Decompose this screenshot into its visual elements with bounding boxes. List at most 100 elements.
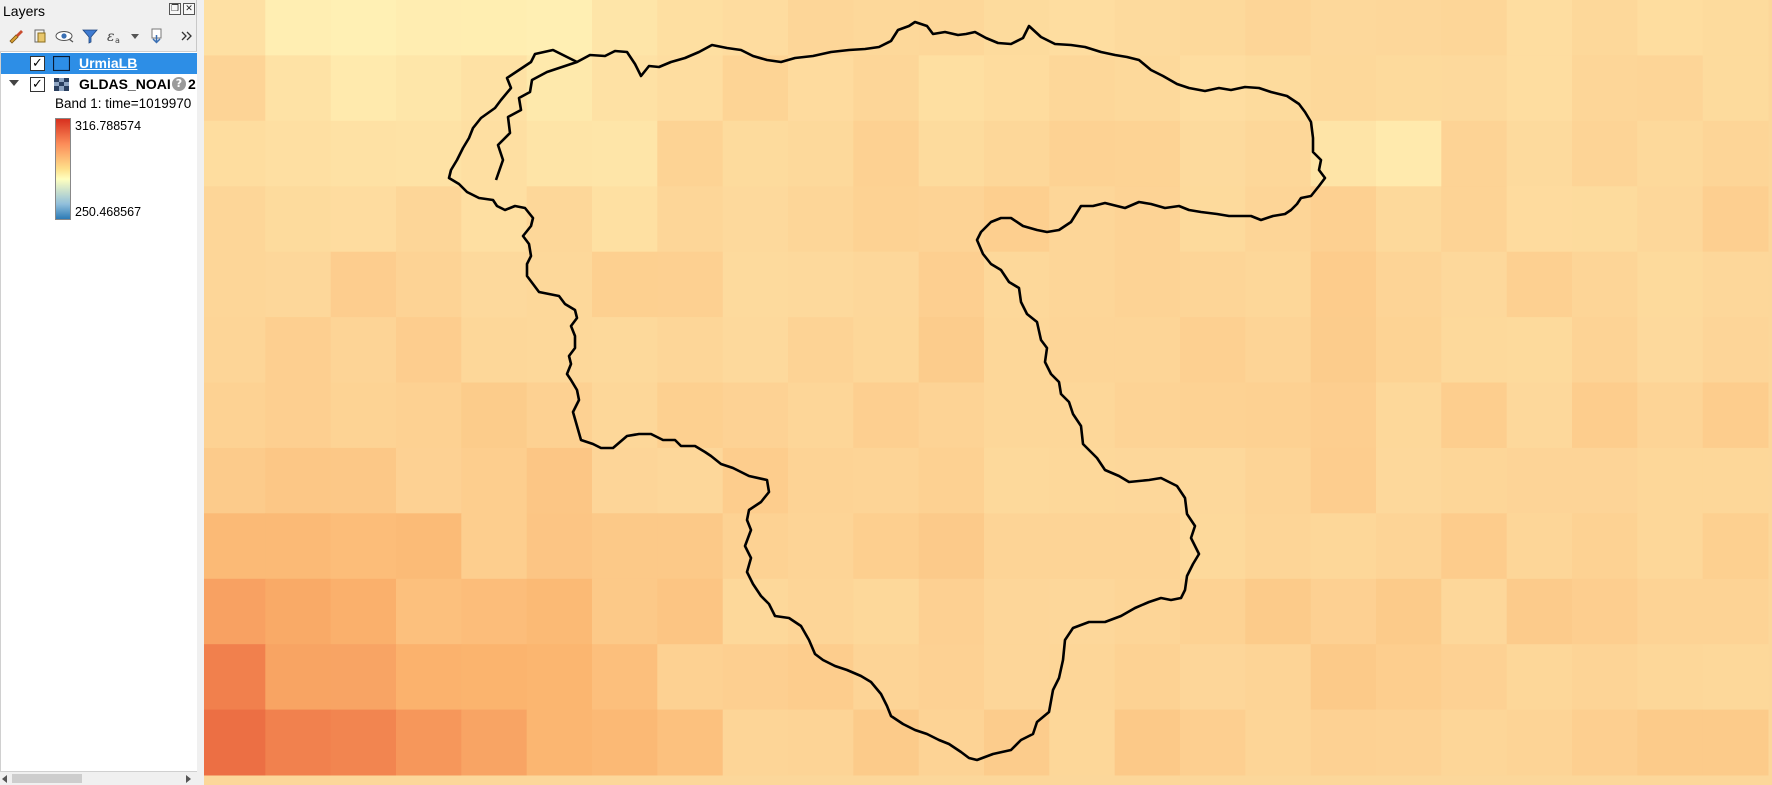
map-canvas[interactable] — [204, 0, 1772, 785]
raster-cell — [1637, 447, 1704, 514]
add-group-icon[interactable] — [29, 25, 51, 47]
scrollbar-thumb[interactable] — [12, 774, 82, 783]
raster-cell — [1376, 0, 1442, 56]
filter-icon[interactable] — [79, 25, 101, 47]
raster-cell — [461, 317, 528, 383]
raster-cell — [1049, 447, 1116, 514]
raster-cell — [853, 447, 920, 514]
raster-cell — [1441, 120, 1508, 187]
layer-name-suffix: 2 — [188, 76, 196, 92]
raster-cell — [1572, 0, 1638, 56]
raster-cell — [592, 644, 658, 711]
raster-cell — [1702, 186, 1769, 253]
collapse-expand-icon[interactable] — [146, 25, 168, 47]
scroll-left-arrow-icon[interactable] — [2, 775, 7, 783]
raster-cell — [204, 55, 266, 122]
raster-cell — [1637, 382, 1704, 449]
raster-cell — [722, 317, 789, 383]
layer-visibility-checkbox[interactable]: ✓ — [30, 77, 45, 92]
layer-row-gldas[interactable]: ✓ GLDAS_NOAI ? 2 — [1, 74, 197, 95]
close-panel-icon[interactable]: ✕ — [183, 3, 195, 15]
style-brush-icon[interactable] — [5, 25, 27, 47]
raster-cell — [1441, 644, 1508, 711]
raster-cell — [1637, 0, 1704, 56]
raster-cell — [396, 578, 462, 645]
raster-cell — [722, 0, 789, 56]
more-chevron-icon[interactable] — [176, 25, 198, 47]
raster-cell — [1245, 120, 1312, 187]
raster-cell — [330, 186, 397, 253]
raster-cell — [918, 644, 985, 711]
raster-cell — [1441, 55, 1508, 122]
raster-cell — [1506, 55, 1573, 122]
layer-name: UrmiaLB — [79, 55, 138, 71]
help-question-icon[interactable]: ? — [172, 77, 186, 91]
raster-cell — [1245, 317, 1312, 383]
raster-cell — [1637, 120, 1704, 187]
raster-cell — [330, 251, 397, 318]
raster-cell — [592, 251, 658, 318]
float-panel-icon[interactable]: ❐ — [169, 3, 181, 15]
raster-cell — [396, 0, 462, 56]
raster-cell — [592, 55, 658, 122]
ramp-min-value: 250.468567 — [75, 205, 142, 219]
raster-cell — [1441, 251, 1508, 318]
raster-cell — [1310, 55, 1377, 122]
raster-cell — [1441, 578, 1508, 645]
raster-cell — [461, 382, 528, 449]
raster-cell — [330, 644, 397, 711]
svg-text:ε: ε — [107, 29, 115, 45]
raster-cell — [722, 186, 789, 253]
raster-cell — [592, 120, 658, 187]
expression-epsilon-icon[interactable]: ε a — [104, 25, 126, 47]
raster-cell — [204, 186, 266, 253]
raster-cell — [918, 513, 985, 580]
scroll-right-arrow-icon[interactable] — [186, 775, 191, 783]
raster-layer-icon — [53, 77, 70, 92]
raster-cell — [1049, 186, 1116, 253]
layer-visibility-checkbox[interactable]: ✓ — [30, 56, 45, 71]
raster-cell — [330, 0, 397, 56]
layer-row-urmialb[interactable]: ✓ UrmiaLB — [1, 53, 197, 74]
raster-cell — [1245, 0, 1312, 56]
raster-cell — [396, 251, 462, 318]
color-ramp-legend — [55, 118, 71, 220]
raster-cell — [1572, 709, 1638, 776]
expand-arrow-icon[interactable] — [9, 80, 19, 86]
raster-cell — [657, 513, 724, 580]
raster-cell — [788, 709, 854, 776]
raster-cell — [657, 0, 724, 56]
raster-cell — [592, 186, 658, 253]
raster-cell — [396, 382, 462, 449]
raster-cell — [526, 578, 593, 645]
band-label: Band 1: time=1019970 — [55, 96, 192, 111]
raster-cell — [984, 186, 1050, 253]
raster-cell — [1702, 55, 1769, 122]
raster-cell — [1049, 120, 1116, 187]
raster-cell — [396, 709, 462, 776]
raster-cell — [1637, 55, 1704, 122]
raster-cell — [1702, 382, 1769, 449]
raster-cell — [1180, 0, 1246, 56]
raster-cell — [330, 120, 397, 187]
raster-grid — [204, 0, 1769, 776]
raster-cell — [1114, 709, 1181, 776]
raster-cell — [1245, 578, 1312, 645]
dropdown-arrow-icon[interactable] — [124, 25, 146, 47]
raster-cell — [1506, 513, 1573, 580]
raster-cell — [1245, 644, 1312, 711]
raster-cell — [526, 447, 593, 514]
raster-cell — [204, 120, 266, 187]
map-svg[interactable] — [204, 0, 1772, 785]
horizontal-scrollbar[interactable] — [0, 771, 197, 785]
raster-cell — [1702, 0, 1769, 56]
visibility-eye-icon[interactable] — [54, 25, 76, 47]
raster-cell — [1114, 513, 1181, 580]
raster-cell — [1245, 382, 1312, 449]
raster-cell — [1441, 513, 1508, 580]
raster-cell — [984, 644, 1050, 711]
raster-cell — [853, 382, 920, 449]
layer-tree: ✓ UrmiaLB ✓ — [0, 51, 197, 771]
raster-cell — [526, 120, 593, 187]
raster-cell — [657, 709, 724, 776]
